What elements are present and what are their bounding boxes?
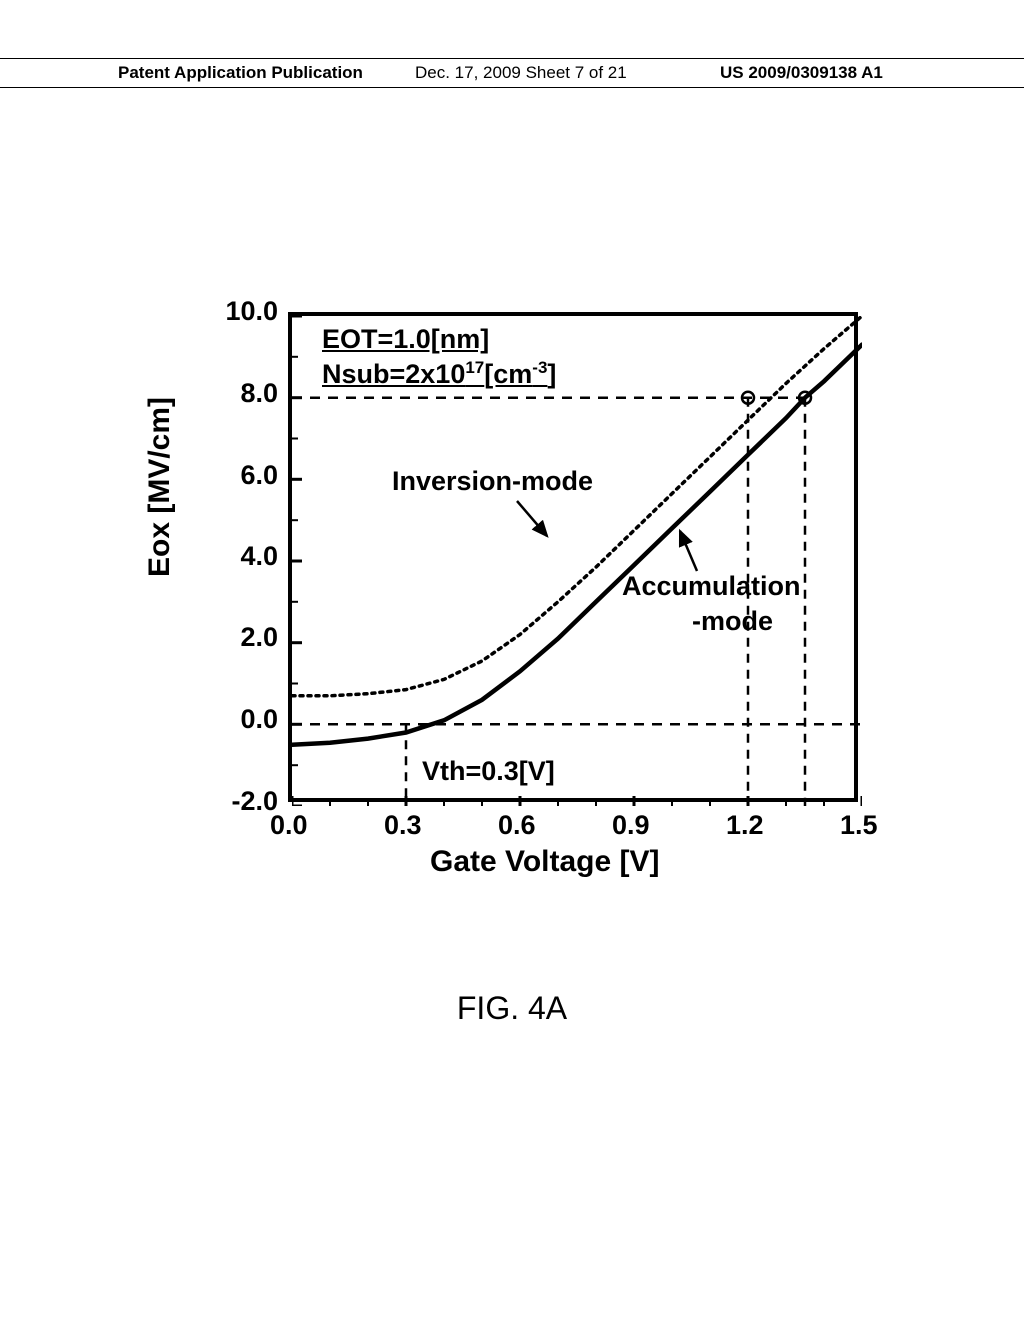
x-tick-15: 1.5 <box>840 810 878 841</box>
annotation-inversion: Inversion-mode <box>392 466 593 497</box>
x-tick-09: 0.9 <box>612 810 650 841</box>
x-axis-label: Gate Voltage [V] <box>430 845 659 879</box>
plot-area: EOT=1.0[nm] Nsub=2x1017[cm-3] Inversion-… <box>288 312 858 802</box>
x-tick-03: 0.3 <box>384 810 422 841</box>
y-tick-0: 0.0 <box>240 704 278 735</box>
y-tick-2: 2.0 <box>240 622 278 653</box>
arrow-accumulation <box>680 531 697 571</box>
y-tick-10: 10.0 <box>225 296 278 327</box>
annotation-accumulation-1: Accumulation <box>622 571 801 602</box>
y-tick-4: 4.0 <box>240 541 278 572</box>
figure-caption: FIG. 4A <box>0 990 1024 1027</box>
header-publication: Patent Application Publication <box>118 63 363 83</box>
annotation-nsub: Nsub=2x1017[cm-3] <box>322 358 556 390</box>
annotation-accumulation-2: -mode <box>692 606 773 637</box>
y-tick-8: 8.0 <box>240 378 278 409</box>
annotation-eot: EOT=1.0[nm] <box>322 324 489 355</box>
accumulation-curve <box>292 345 862 745</box>
page-header: Patent Application Publication Dec. 17, … <box>0 58 1024 88</box>
annotation-vth: Vth=0.3[V] <box>422 756 555 787</box>
chart-container: Eox [MV/cm] Gate Voltage [V] 10.0 8.0 6.… <box>170 300 890 920</box>
header-patent-number: US 2009/0309138 A1 <box>720 63 883 83</box>
y-tick-6: 6.0 <box>240 460 278 491</box>
arrow-inversion <box>517 501 547 536</box>
x-tick-0: 0.0 <box>270 810 308 841</box>
y-axis-label: Eox [MV/cm] <box>143 397 177 577</box>
x-tick-12: 1.2 <box>726 810 764 841</box>
x-tick-06: 0.6 <box>498 810 536 841</box>
header-date-sheet: Dec. 17, 2009 Sheet 7 of 21 <box>415 63 627 83</box>
